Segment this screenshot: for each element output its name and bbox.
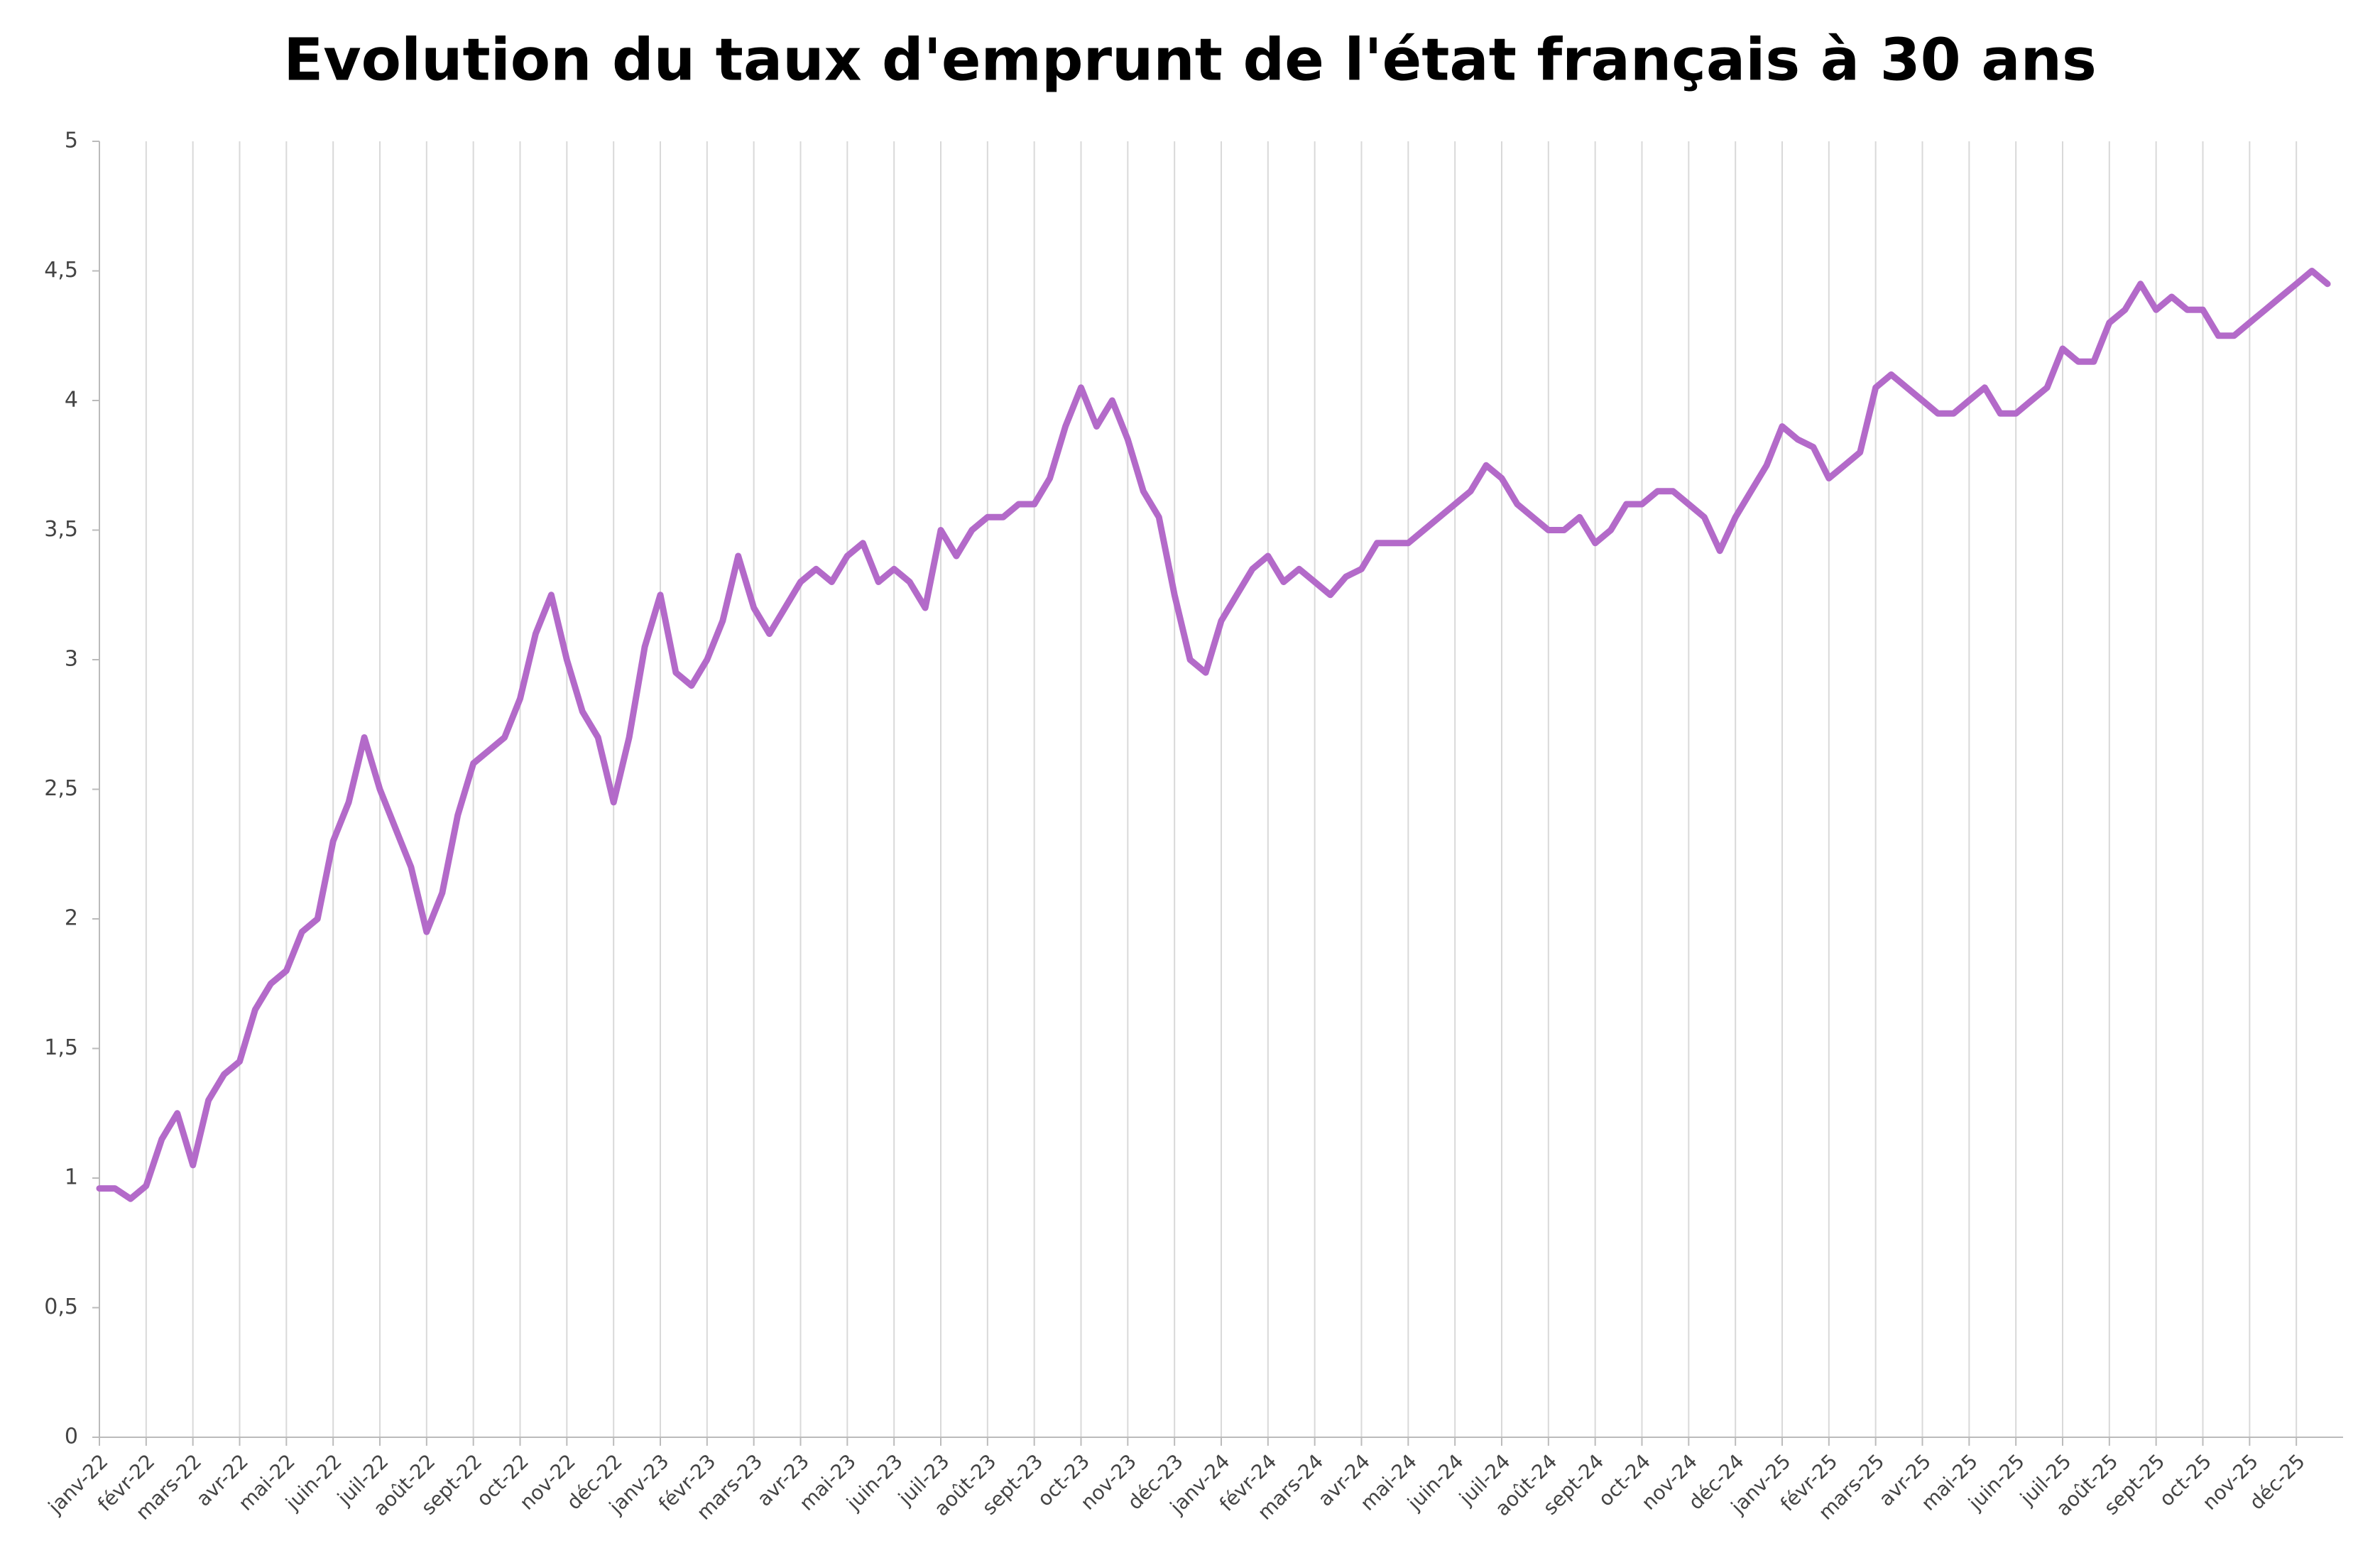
y-tick-label: 5 — [65, 129, 78, 153]
y-tick-label: 0 — [65, 1424, 78, 1449]
y-tick-label: 0,5 — [44, 1295, 78, 1319]
y-tick-label: 2 — [65, 906, 78, 931]
y-tick-label: 3,5 — [44, 517, 78, 542]
y-tick-label: 4,5 — [44, 258, 78, 283]
y-tick-label: 1 — [65, 1165, 78, 1190]
data-line — [96, 268, 2331, 1202]
y-tick-label: 4 — [65, 388, 78, 413]
y-tick-label: 2,5 — [44, 776, 78, 801]
chart-title: Evolution du taux d'emprunt de l'état fr… — [283, 26, 2097, 94]
y-tick-label: 1,5 — [44, 1035, 78, 1060]
y-tick-label: 3 — [65, 647, 78, 672]
